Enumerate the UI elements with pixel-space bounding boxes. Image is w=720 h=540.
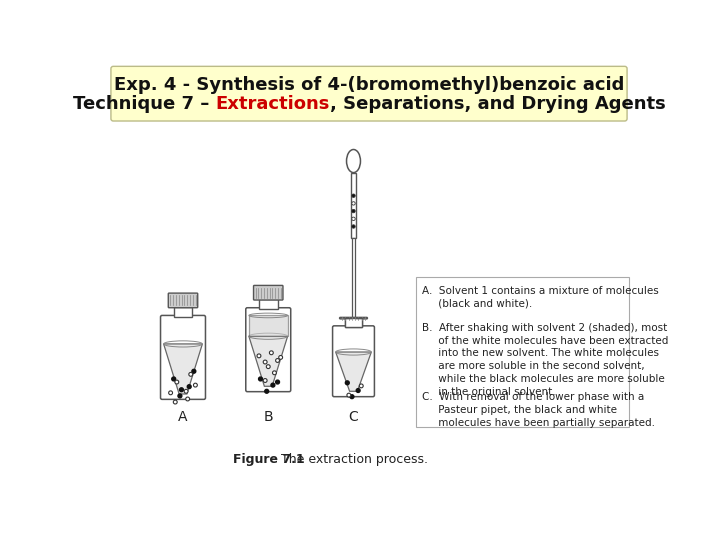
Circle shape [347, 393, 351, 397]
Circle shape [192, 369, 196, 373]
Circle shape [189, 373, 193, 376]
Polygon shape [163, 344, 202, 394]
Text: C: C [348, 410, 359, 424]
Text: A: A [179, 410, 188, 424]
Circle shape [350, 395, 354, 399]
Polygon shape [249, 336, 287, 386]
Text: Technique 7 –: Technique 7 – [73, 95, 215, 113]
Text: Extractions: Extractions [215, 95, 330, 113]
Circle shape [174, 400, 177, 404]
Bar [415, 276, 629, 427]
FancyBboxPatch shape [168, 293, 198, 308]
Circle shape [178, 394, 182, 398]
Polygon shape [336, 352, 372, 392]
Circle shape [359, 384, 363, 388]
FancyBboxPatch shape [253, 286, 283, 300]
Circle shape [186, 397, 189, 401]
Circle shape [352, 202, 355, 205]
Circle shape [272, 371, 276, 375]
Text: A.  Solvent 1 contains a mixture of molecules
     (black and white).: A. Solvent 1 contains a mixture of molec… [422, 286, 659, 308]
Circle shape [187, 384, 191, 389]
FancyBboxPatch shape [333, 326, 374, 397]
Circle shape [279, 355, 282, 359]
FancyBboxPatch shape [111, 66, 627, 121]
Bar [351, 173, 356, 238]
Bar [345, 318, 362, 327]
Circle shape [264, 379, 267, 382]
Circle shape [276, 380, 279, 384]
Circle shape [352, 217, 355, 220]
Bar [174, 307, 192, 317]
FancyBboxPatch shape [246, 308, 291, 392]
Circle shape [352, 225, 355, 228]
Text: Figure 7.1: Figure 7.1 [233, 453, 305, 465]
Circle shape [184, 389, 188, 393]
Circle shape [264, 360, 267, 364]
Circle shape [168, 391, 173, 395]
FancyBboxPatch shape [161, 315, 205, 400]
Bar [345, 318, 362, 327]
Text: , Separations, and Drying Agents: , Separations, and Drying Agents [330, 95, 665, 113]
Circle shape [266, 364, 270, 369]
Circle shape [179, 388, 184, 392]
Circle shape [276, 359, 279, 362]
Circle shape [257, 354, 261, 358]
Circle shape [258, 377, 262, 381]
Circle shape [172, 377, 176, 381]
Ellipse shape [346, 150, 361, 173]
Circle shape [352, 210, 355, 213]
Text: Exp. 4 - Synthesis of 4-(bromomethyl)benzoic acid: Exp. 4 - Synthesis of 4-(bromomethyl)ben… [114, 76, 624, 94]
Circle shape [356, 389, 360, 393]
Circle shape [269, 351, 274, 355]
Circle shape [175, 380, 179, 384]
Text: B.  After shaking with solvent 2 (shaded), most
     of the white molecules have: B. After shaking with solvent 2 (shaded)… [422, 323, 668, 397]
Bar [259, 299, 277, 309]
Circle shape [194, 383, 197, 387]
Polygon shape [249, 315, 287, 336]
Circle shape [352, 194, 355, 198]
Circle shape [346, 381, 349, 384]
Text: The extraction process.: The extraction process. [282, 453, 428, 465]
FancyBboxPatch shape [340, 318, 367, 319]
Bar [352, 238, 355, 321]
Circle shape [265, 389, 269, 393]
Circle shape [271, 383, 275, 387]
Text: B: B [264, 410, 273, 424]
Text: C.  With removal of the lower phase with a
     Pasteur pipet, the black and whi: C. With removal of the lower phase with … [422, 392, 654, 428]
